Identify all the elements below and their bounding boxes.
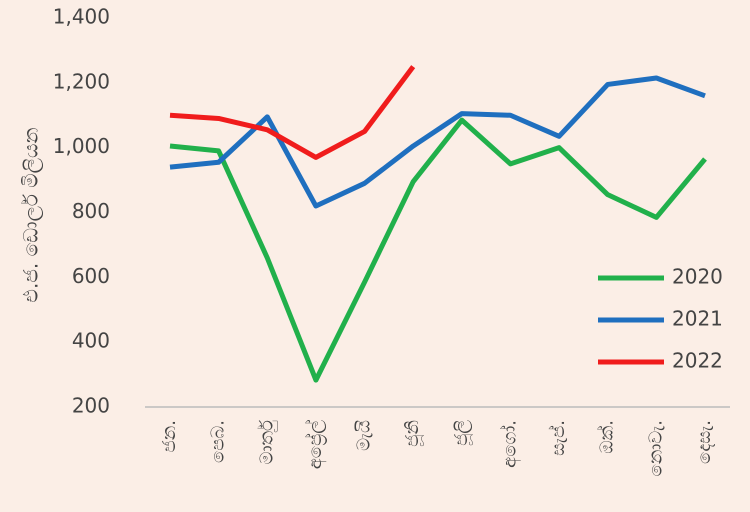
series-line xyxy=(169,75,706,209)
x-tick-label: සැප්. xyxy=(548,420,569,456)
y-tick-label: 400 xyxy=(72,329,110,353)
legend-label: 2021 xyxy=(672,307,723,331)
y-axis-title: එ.ජ. ඩොලර් මිලියන xyxy=(19,127,44,302)
y-tick-label: 200 xyxy=(72,394,110,418)
x-tick-label: මාර්තු xyxy=(256,420,277,464)
series-line xyxy=(169,117,707,383)
x-tick-label: අප්‍රේල් xyxy=(305,420,327,470)
x-tick-label: ජූලි xyxy=(451,420,472,446)
x-tick-label: දෙසැ. xyxy=(694,420,715,464)
x-tick-label: ජන. xyxy=(159,420,180,453)
x-tick-label: පෙබ. xyxy=(208,420,229,463)
y-tick-label: 1,400 xyxy=(53,5,110,29)
x-tick-label: ජූනි xyxy=(402,420,423,447)
x-tick-label: මැයි xyxy=(354,420,375,451)
x-tick-label: ඔක්. xyxy=(597,420,618,454)
x-tick-label: අගෝ. xyxy=(499,420,521,468)
legend-label: 2020 xyxy=(672,265,723,289)
y-tick-label: 1,200 xyxy=(53,69,110,93)
legend-label: 2022 xyxy=(672,349,723,373)
x-tick-label: නොවැ. xyxy=(645,420,666,476)
series-line xyxy=(169,65,416,160)
y-tick-label: 600 xyxy=(72,264,110,288)
y-tick-label: 800 xyxy=(72,199,110,223)
y-tick-label: 1,000 xyxy=(53,134,110,158)
